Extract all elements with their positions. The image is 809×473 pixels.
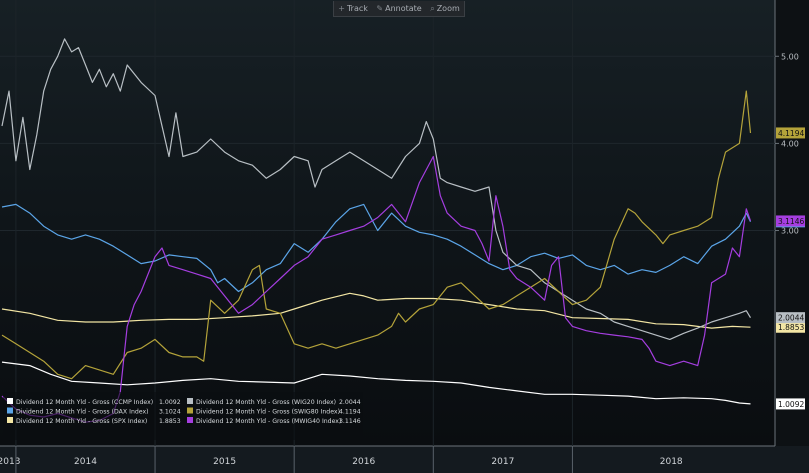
last-value-label: 4.1194 — [778, 129, 804, 138]
y-tick-labels: 5.00 4.00 3.00 — [775, 52, 799, 236]
x-tick-label: 2013 — [0, 457, 20, 467]
track-label: Track — [346, 4, 368, 13]
legend-entry-name: Dividend 12 Month Yld - Gross (CCMP Inde… — [16, 399, 153, 406]
last-value-tag — [776, 398, 805, 410]
annotate-button[interactable]: ✎ Annotate — [376, 4, 421, 13]
legend-entry-name: Dividend 12 Month Yld - Gross (SPX Index… — [16, 418, 147, 425]
legend-entry-name: Dividend 12 Month Yld - Gross (WIG20 Ind… — [196, 399, 336, 406]
x-tick-label: 2016 — [352, 457, 375, 467]
last-value-tag — [776, 321, 805, 333]
legend-swatch — [187, 417, 193, 423]
legend-entry-value: 3.1024 — [159, 409, 181, 416]
last-value-tag — [776, 312, 805, 324]
gridlines — [0, 0, 775, 446]
last-value-label: 3.1146 — [778, 217, 804, 226]
x-tick-label: 2015 — [213, 457, 236, 467]
y-tick-label: 3.00 — [781, 227, 799, 236]
legend-entry-value: 1.8853 — [159, 418, 181, 425]
last-value-label: 2.0044 — [778, 314, 804, 323]
legend-swatch — [7, 407, 13, 414]
legend-entry-value: 4.1194 — [339, 409, 361, 416]
y-tick-label: 4.00 — [781, 139, 799, 148]
pencil-icon: ✎ — [376, 4, 384, 13]
track-button[interactable]: + Track — [338, 4, 368, 13]
legend-entry-name: Dividend 12 Month Yld - Gross (DAX Index… — [16, 409, 149, 416]
legend-swatch — [187, 398, 193, 404]
x-tick-label: 2017 — [491, 457, 514, 467]
last-value-label: 1.0092 — [778, 400, 804, 409]
legend-entry-value: 2.0044 — [339, 399, 361, 406]
series-lines — [1, 38, 752, 423]
crosshair-icon: + — [338, 4, 345, 13]
x-tick-labels: 2013 2014 2015 2016 2017 2018 — [0, 446, 683, 473]
legend-entry-name: Dividend 12 Month Yld - Gross (SWIG80 In… — [196, 409, 340, 416]
annotate-label: Annotate — [385, 4, 422, 13]
series-line — [1, 361, 751, 405]
series-line — [1, 90, 752, 380]
legend-swatch — [187, 407, 193, 414]
magnifier-icon: ⌕ — [430, 3, 435, 13]
chart-toolbar: + Track ✎ Annotate ⌕ Zoom — [333, 1, 465, 17]
legend: Dividend 12 Month Yld - Gross (CCMP Inde… — [3, 392, 363, 440]
legend-entry-name: Dividend 12 Month Yld - Gross (MWIG40 In… — [196, 418, 341, 425]
legend-swatch — [7, 398, 13, 404]
series-line — [1, 203, 752, 293]
last-value-label: 1.8853 — [778, 323, 804, 332]
zoom-label: Zoom — [436, 4, 460, 13]
x-tick-label: 2014 — [74, 457, 97, 467]
series-line — [1, 292, 751, 329]
x-tick-label: 2018 — [660, 457, 683, 467]
series-line — [1, 155, 752, 423]
legend-entry-value: 1.0092 — [159, 399, 181, 406]
legend-swatch — [7, 417, 13, 423]
last-value-tag — [776, 127, 805, 139]
plot-background — [0, 0, 775, 446]
zoom-button[interactable]: ⌕ Zoom — [430, 4, 460, 14]
legend-box — [3, 392, 363, 440]
last-value-tag — [776, 215, 805, 227]
x-axis-panel — [0, 446, 809, 473]
legend-entry-value: 3.1146 — [339, 418, 361, 425]
y-tick-label: 5.00 — [781, 52, 799, 61]
series-line — [1, 38, 752, 340]
